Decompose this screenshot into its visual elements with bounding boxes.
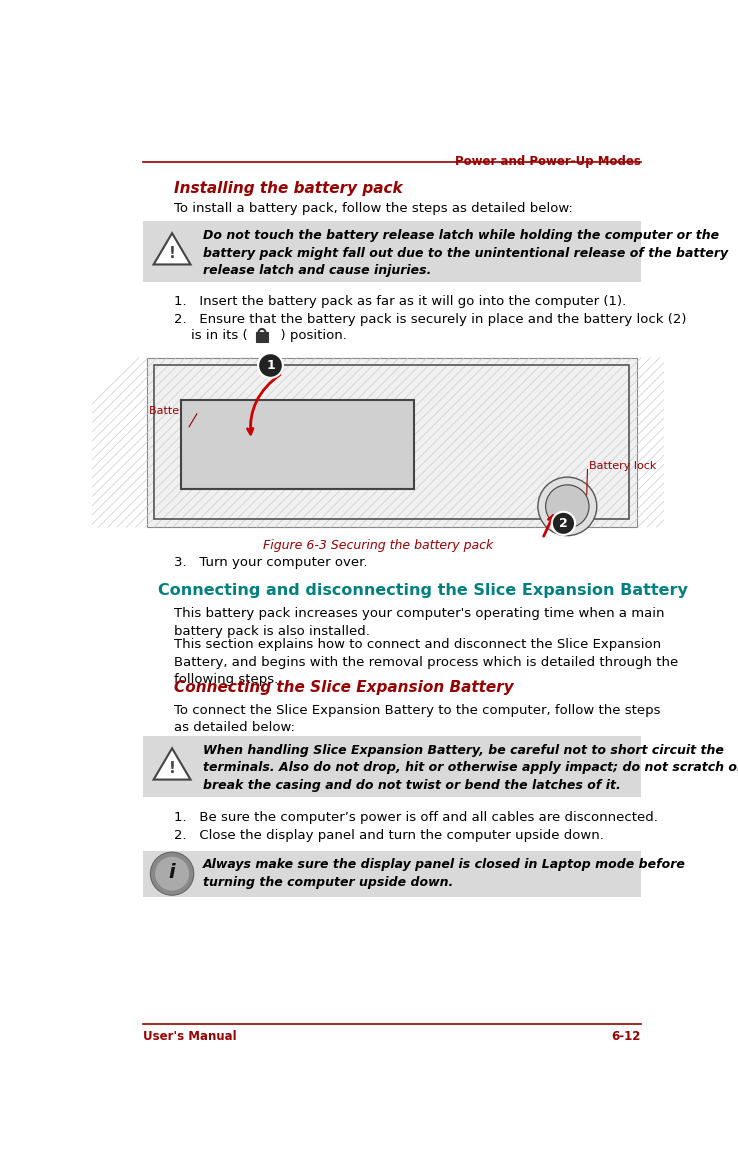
Text: To install a battery pack, follow the steps as detailed below:: To install a battery pack, follow the st… — [173, 203, 573, 216]
Text: !: ! — [169, 246, 176, 260]
Text: 2.   Close the display panel and turn the computer upside down.: 2. Close the display panel and turn the … — [173, 829, 604, 841]
Text: 3.   Turn your computer over.: 3. Turn your computer over. — [173, 556, 367, 568]
Text: !: ! — [169, 761, 176, 776]
Circle shape — [151, 852, 194, 895]
Text: 2.   Ensure that the battery pack is securely in place and the battery lock (2): 2. Ensure that the battery pack is secur… — [173, 313, 686, 326]
FancyBboxPatch shape — [142, 222, 641, 281]
Text: To connect the Slice Expansion Battery to the computer, follow the steps
as deta: To connect the Slice Expansion Battery t… — [173, 703, 660, 734]
FancyBboxPatch shape — [142, 851, 641, 897]
FancyBboxPatch shape — [147, 357, 637, 527]
FancyBboxPatch shape — [182, 400, 414, 489]
Text: Figure 6-3 Securing the battery pack: Figure 6-3 Securing the battery pack — [263, 539, 493, 552]
Text: Do not touch the battery release latch while holding the computer or the
battery: Do not touch the battery release latch w… — [203, 230, 728, 278]
Text: User's Manual: User's Manual — [142, 1030, 236, 1043]
Text: Always make sure the display panel is closed in Laptop mode before
turning the c: Always make sure the display panel is cl… — [203, 858, 686, 888]
Text: This section explains how to connect and disconnect the Slice Expansion
Battery,: This section explains how to connect and… — [173, 638, 678, 686]
Text: ) position.: ) position. — [272, 329, 347, 342]
Text: 6-12: 6-12 — [612, 1030, 641, 1043]
Circle shape — [258, 353, 283, 377]
Text: When handling Slice Expansion Battery, be careful not to short circuit the
termi: When handling Slice Expansion Battery, b… — [203, 743, 738, 791]
Text: 1: 1 — [266, 359, 275, 372]
Text: This battery pack increases your computer's operating time when a main
battery p: This battery pack increases your compute… — [173, 607, 664, 638]
Circle shape — [552, 512, 575, 534]
Text: Battery pack: Battery pack — [149, 406, 220, 416]
Circle shape — [155, 857, 189, 891]
Text: is in its (: is in its ( — [190, 329, 256, 342]
Polygon shape — [154, 749, 190, 779]
Text: Connecting and disconnecting the Slice Expansion Battery: Connecting and disconnecting the Slice E… — [158, 582, 688, 598]
Text: 1.   Be sure the computer’s power is off and all cables are disconnected.: 1. Be sure the computer’s power is off a… — [173, 811, 658, 824]
Circle shape — [545, 485, 589, 527]
Text: Connecting the Slice Expansion Battery: Connecting the Slice Expansion Battery — [173, 681, 514, 695]
FancyBboxPatch shape — [256, 332, 268, 341]
Text: i: i — [169, 863, 176, 881]
Text: 2: 2 — [559, 517, 568, 530]
Circle shape — [538, 477, 597, 536]
Text: 1.   Insert the battery pack as far as it will go into the computer (1).: 1. Insert the battery pack as far as it … — [173, 295, 626, 308]
Polygon shape — [154, 233, 190, 265]
Text: Installing the battery pack: Installing the battery pack — [173, 180, 402, 196]
Text: Power and Power-Up Modes: Power and Power-Up Modes — [455, 155, 641, 168]
FancyBboxPatch shape — [142, 736, 641, 797]
Text: Battery lock: Battery lock — [589, 462, 656, 471]
